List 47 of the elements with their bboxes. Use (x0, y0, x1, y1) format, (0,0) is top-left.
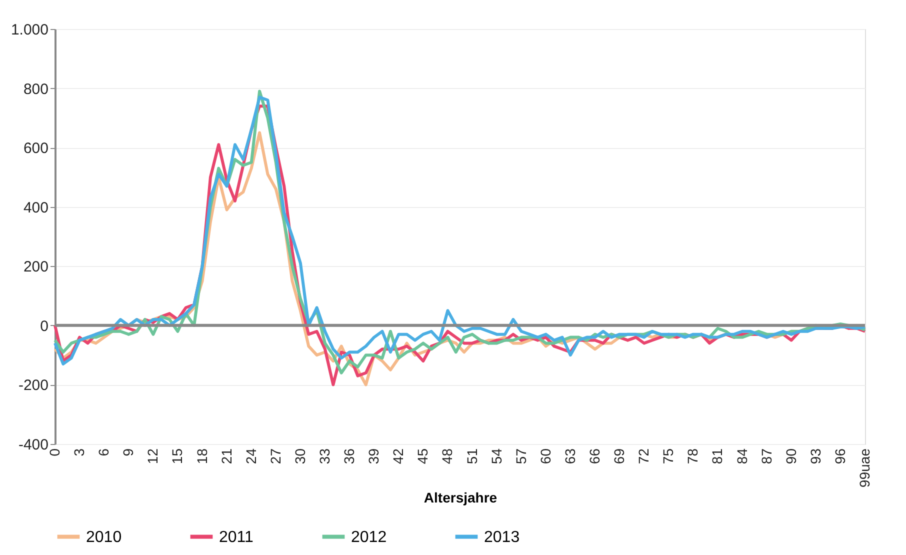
y-tick-label: -200 (18, 377, 48, 394)
x-axis-title: Altersjahre (424, 489, 498, 506)
x-tick-label: 99uae (856, 448, 872, 488)
x-tick-label: 12 (144, 448, 161, 464)
x-tick-label: 48 (439, 448, 456, 464)
y-tick-label: 800 (23, 80, 48, 98)
x-tick-label: 39 (366, 448, 382, 464)
x-tick-label: 69 (611, 448, 628, 464)
y-tick-label: 600 (23, 140, 48, 158)
x-tick-label: 30 (292, 448, 308, 464)
x-tick-label: 57 (512, 448, 529, 464)
x-tick-label: 63 (562, 448, 578, 464)
x-tick-label: 75 (660, 448, 676, 464)
x-tick-label: 6 (96, 448, 112, 456)
legend-label: 2011 (219, 528, 254, 546)
x-tick-label: 81 (709, 448, 726, 464)
y-tick-label: 400 (23, 199, 48, 216)
x-tick-label: 60 (537, 448, 554, 464)
y-tick-label: 0 (40, 318, 48, 335)
x-tick-label: 33 (316, 448, 332, 464)
x-tick-label: 96 (832, 448, 848, 464)
x-tick-label: 42 (390, 448, 406, 464)
x-tick-label: 9 (120, 448, 136, 456)
x-tick-label: 54 (488, 448, 504, 464)
x-tick-label: 78 (684, 448, 701, 464)
x-tick-label: 18 (194, 448, 210, 464)
x-tick-label: 87 (758, 448, 774, 464)
legend-label: 2012 (351, 528, 387, 546)
legend-label: 2010 (86, 528, 122, 546)
x-tick-label: 0 (46, 448, 62, 456)
x-tick-label: 90 (782, 448, 799, 464)
x-tick-label: 21 (218, 448, 234, 464)
x-tick-label: 51 (464, 448, 480, 464)
x-tick-label: 72 (636, 448, 652, 464)
x-tick-label: 15 (169, 448, 186, 464)
x-tick-label: 3 (71, 448, 88, 456)
x-tick-label: 24 (242, 448, 259, 464)
x-tick-label: 45 (414, 448, 431, 464)
y-tick-label: 200 (23, 258, 48, 276)
x-tick-label: 27 (267, 448, 284, 464)
x-tick-label: 36 (341, 448, 358, 464)
x-tick-label: 66 (586, 448, 602, 464)
legend-label: 2013 (484, 528, 520, 546)
y-tick-label: -400 (18, 436, 48, 454)
x-tick-label: 84 (734, 448, 750, 464)
y-tick-label: 1.000 (10, 22, 48, 38)
x-tick-label: 93 (807, 448, 824, 464)
